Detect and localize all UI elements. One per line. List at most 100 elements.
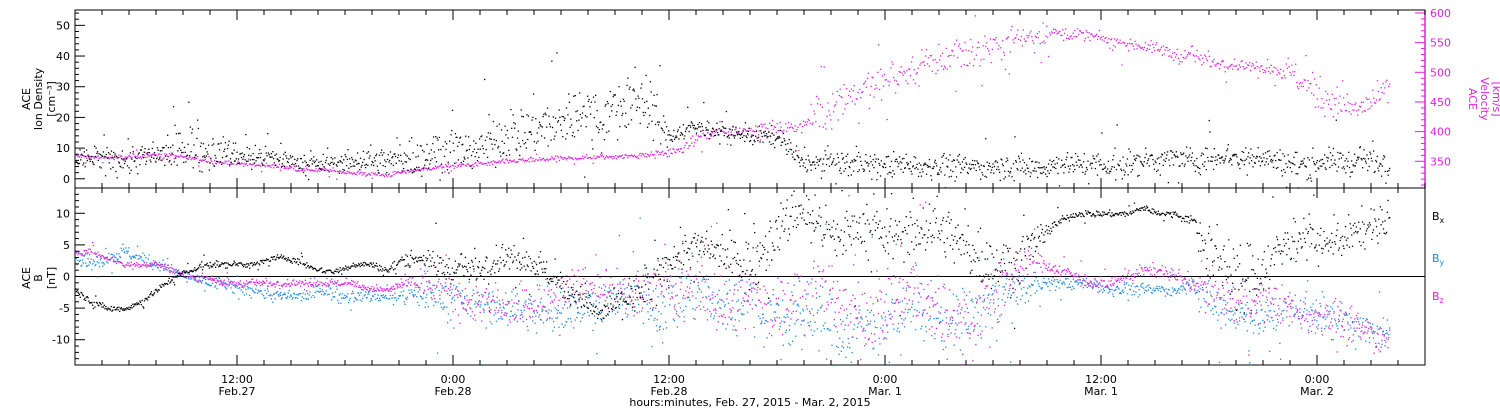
data-point bbox=[1060, 299, 1062, 301]
data-point bbox=[1050, 31, 1053, 33]
data-point bbox=[1218, 297, 1221, 299]
data-point bbox=[875, 158, 877, 160]
data-point bbox=[308, 169, 311, 171]
data-point bbox=[676, 148, 678, 151]
data-point bbox=[974, 164, 977, 166]
data-point bbox=[457, 145, 459, 148]
data-point bbox=[183, 156, 185, 159]
data-point bbox=[1103, 289, 1105, 292]
data-point bbox=[633, 306, 635, 308]
data-point bbox=[348, 158, 351, 160]
data-point bbox=[541, 158, 544, 160]
data-point bbox=[373, 164, 375, 167]
data-point bbox=[1389, 327, 1391, 329]
data-point bbox=[622, 157, 624, 160]
data-point bbox=[1051, 32, 1054, 34]
data-point bbox=[1327, 103, 1330, 105]
data-point bbox=[215, 157, 217, 159]
data-point bbox=[450, 292, 453, 294]
data-point bbox=[885, 293, 887, 296]
data-point bbox=[648, 155, 651, 158]
data-point bbox=[1218, 157, 1221, 159]
data-point bbox=[1370, 101, 1372, 103]
data-point bbox=[649, 154, 652, 156]
data-point bbox=[662, 154, 665, 156]
data-point bbox=[874, 161, 877, 163]
data-point bbox=[478, 138, 481, 140]
data-point bbox=[1014, 37, 1016, 39]
data-point bbox=[616, 158, 618, 160]
data-point bbox=[596, 109, 598, 112]
data-point bbox=[704, 281, 706, 283]
data-point bbox=[206, 151, 208, 153]
data-point bbox=[681, 134, 684, 136]
data-point bbox=[518, 158, 520, 160]
data-point bbox=[88, 155, 90, 157]
data-point bbox=[481, 145, 484, 147]
data-point bbox=[989, 314, 992, 316]
data-point bbox=[341, 293, 344, 295]
data-point bbox=[576, 159, 578, 161]
data-point bbox=[470, 299, 473, 301]
data-point bbox=[633, 90, 636, 92]
data-point bbox=[1370, 157, 1373, 159]
data-point bbox=[309, 159, 311, 162]
data-point bbox=[295, 170, 298, 172]
data-point bbox=[1318, 87, 1320, 89]
data-point bbox=[1028, 35, 1030, 37]
data-point bbox=[1094, 279, 1096, 281]
data-point bbox=[759, 139, 762, 141]
data-point bbox=[1282, 153, 1284, 155]
data-point bbox=[1183, 287, 1185, 289]
data-point bbox=[364, 166, 367, 169]
data-point bbox=[1372, 330, 1375, 332]
data-point bbox=[1326, 156, 1328, 159]
data-point bbox=[188, 155, 191, 157]
data-point bbox=[143, 260, 145, 262]
data-point bbox=[1239, 311, 1242, 314]
data-point bbox=[1353, 153, 1356, 155]
data-point bbox=[364, 164, 366, 166]
data-point bbox=[179, 275, 181, 277]
data-point bbox=[334, 296, 336, 298]
data-point bbox=[114, 154, 116, 157]
data-point bbox=[397, 297, 399, 300]
data-point bbox=[534, 322, 536, 324]
data-point bbox=[1033, 170, 1035, 172]
data-point bbox=[348, 301, 350, 304]
data-point bbox=[1272, 327, 1275, 329]
data-point bbox=[1122, 289, 1124, 291]
data-point bbox=[330, 299, 333, 301]
data-point bbox=[507, 159, 509, 162]
data-point bbox=[290, 294, 292, 296]
data-point bbox=[1320, 107, 1322, 109]
data-point bbox=[233, 292, 235, 294]
data-point bbox=[392, 164, 395, 167]
data-point bbox=[964, 41, 966, 44]
data-point bbox=[520, 109, 522, 111]
data-point bbox=[570, 320, 573, 323]
data-point bbox=[1164, 295, 1167, 297]
data-point bbox=[849, 96, 852, 98]
data-point bbox=[696, 291, 699, 293]
data-point bbox=[994, 161, 996, 163]
data-point bbox=[785, 123, 787, 125]
data-point bbox=[1254, 67, 1256, 69]
data-point bbox=[828, 158, 830, 160]
data-point bbox=[970, 38, 972, 41]
data-point bbox=[956, 159, 958, 161]
data-point bbox=[331, 292, 334, 294]
data-point bbox=[300, 157, 302, 160]
data-point bbox=[529, 299, 532, 301]
data-point bbox=[78, 252, 80, 254]
data-point bbox=[837, 119, 839, 121]
data-point bbox=[1134, 158, 1136, 161]
data-point bbox=[458, 141, 460, 143]
data-point bbox=[1085, 29, 1087, 32]
data-point bbox=[933, 161, 936, 163]
data-point bbox=[145, 160, 148, 162]
data-point bbox=[1066, 156, 1068, 158]
data-point bbox=[1200, 306, 1202, 308]
data-point bbox=[324, 161, 327, 164]
